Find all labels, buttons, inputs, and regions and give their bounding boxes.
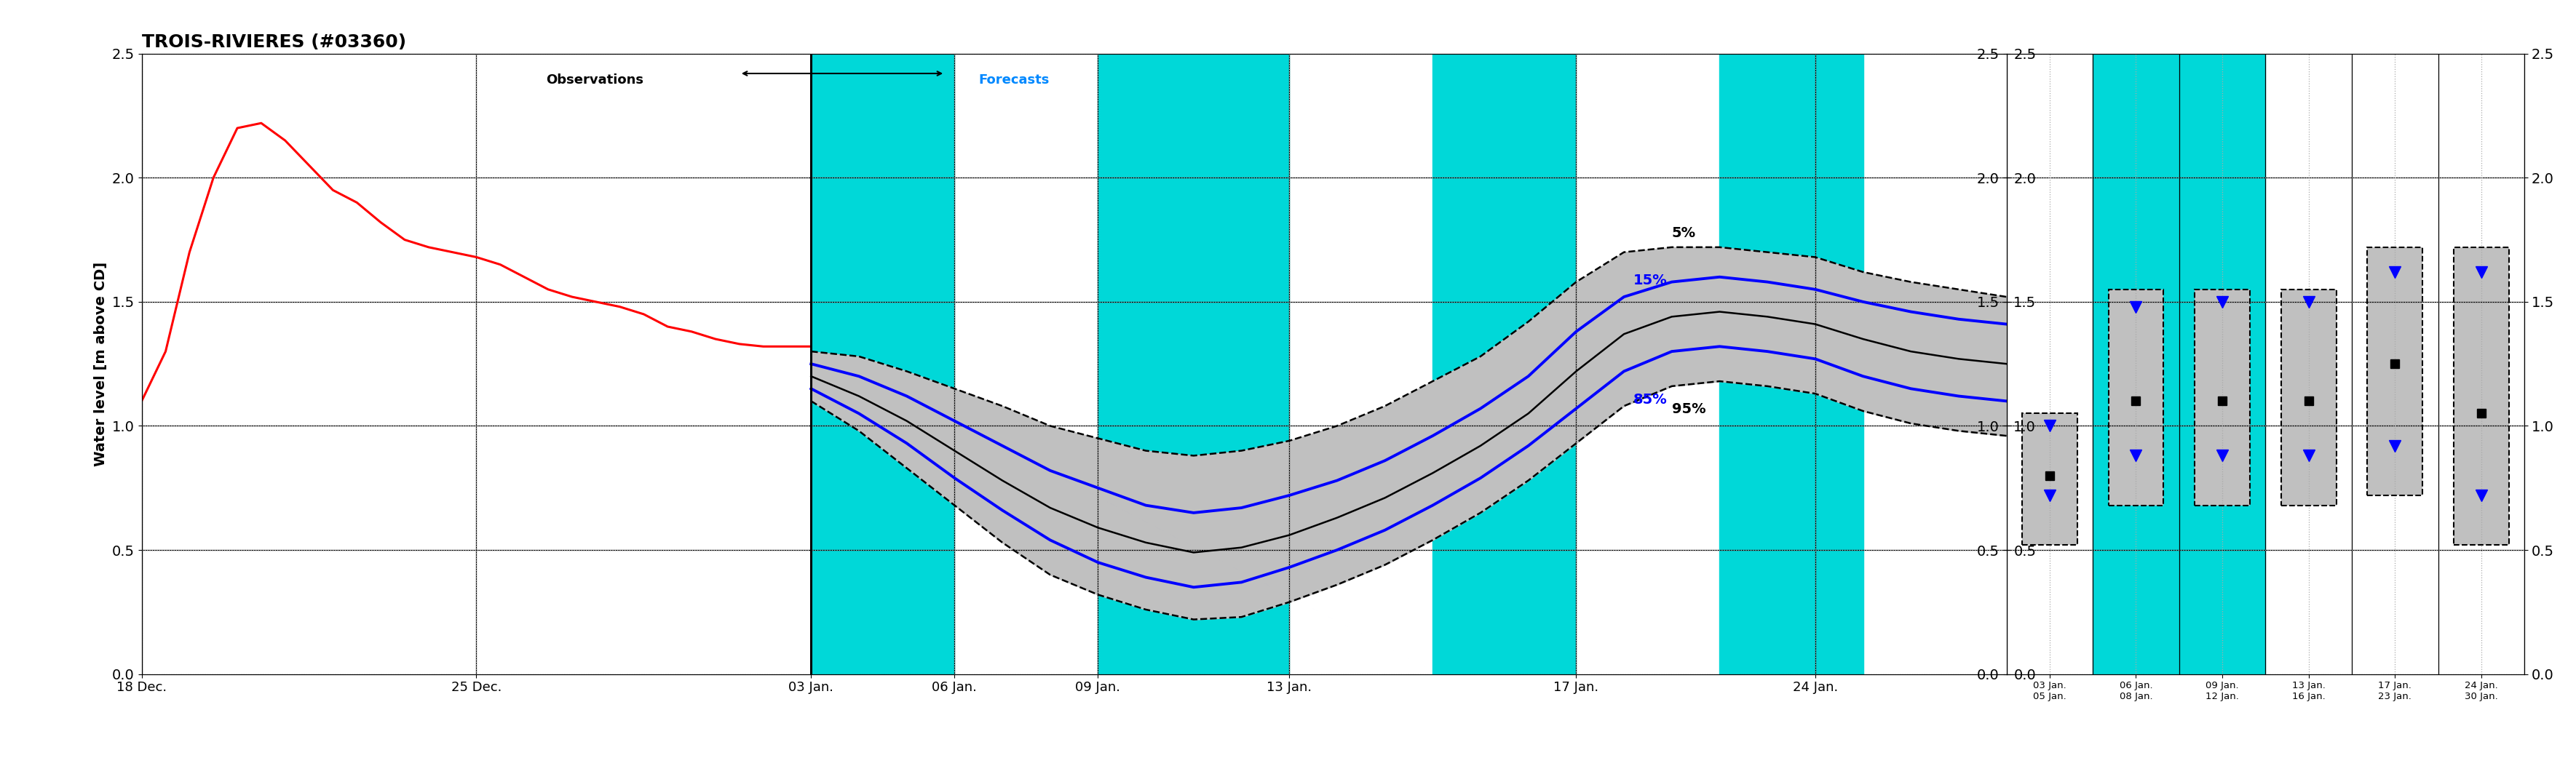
Text: 95%: 95%: [1672, 403, 1705, 417]
Y-axis label: Water level [m above CD]: Water level [m above CD]: [95, 262, 108, 466]
Bar: [2455, 247, 2509, 545]
Bar: [1432, 54, 1577, 674]
Text: Observations: Observations: [546, 74, 644, 87]
Bar: [2022, 414, 2076, 545]
Bar: [2280, 290, 2336, 506]
Bar: [2179, 54, 2264, 674]
Bar: [2092, 54, 2179, 674]
Bar: [2022, 414, 2076, 545]
Bar: [2367, 247, 2421, 496]
Bar: [2107, 290, 2164, 506]
Bar: [2107, 290, 2164, 506]
Bar: [1097, 54, 1288, 674]
Bar: [811, 54, 956, 674]
Text: TROIS-RIVIERES (#03360): TROIS-RIVIERES (#03360): [142, 34, 407, 51]
Bar: [1721, 54, 1862, 674]
Text: Forecasts: Forecasts: [979, 74, 1048, 87]
Bar: [2455, 247, 2509, 545]
Bar: [2195, 290, 2249, 506]
Bar: [2195, 290, 2249, 506]
Text: 15%: 15%: [1633, 273, 1667, 287]
Bar: [2367, 247, 2421, 496]
Bar: [2280, 290, 2336, 506]
Text: 5%: 5%: [1672, 227, 1695, 241]
Text: 85%: 85%: [1633, 393, 1667, 407]
